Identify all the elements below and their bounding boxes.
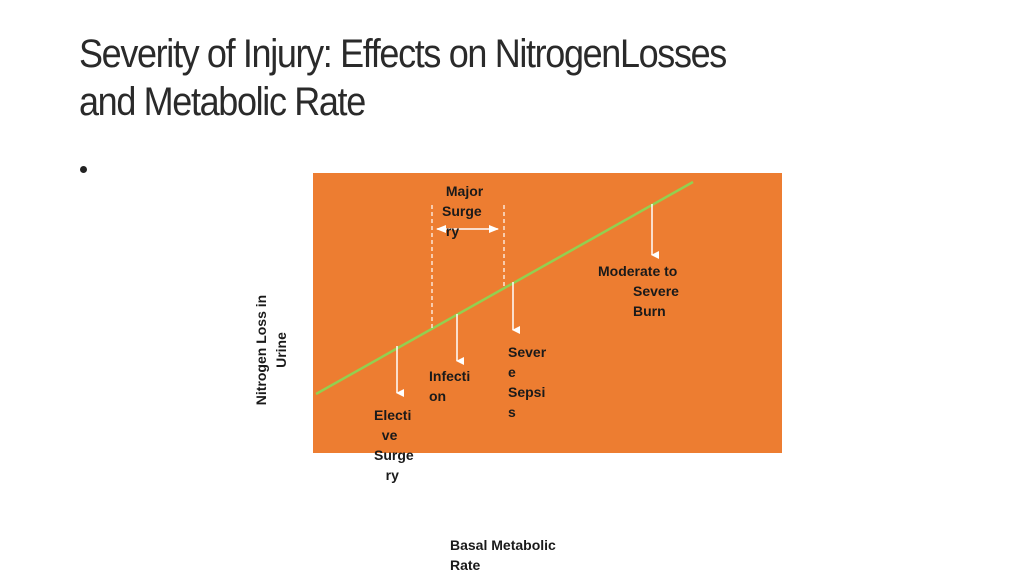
label-moderate-severe-burn: Moderate to Severe Burn <box>598 263 679 319</box>
slide-title: Severity of Injury: Effects on NitrogenL… <box>79 30 889 126</box>
x-axis-label: Basal Metabolic Rate <box>450 537 556 573</box>
y-axis-label: Nitrogen Loss in Urine <box>253 294 289 406</box>
slide-title-line-2: and Metabolic Rate <box>79 80 366 124</box>
label-severe-sepsis: Sever e Sepsi s <box>508 344 547 420</box>
label-elective-surgery: Electi ve Surge ry <box>374 407 414 483</box>
label-infection: Infecti on <box>429 368 471 404</box>
label-major-surgery: Major Surge ry <box>442 183 484 239</box>
bullet-point <box>80 166 87 173</box>
slide-title-line-1: Severity of Injury: Effects on NitrogenL… <box>79 32 727 76</box>
